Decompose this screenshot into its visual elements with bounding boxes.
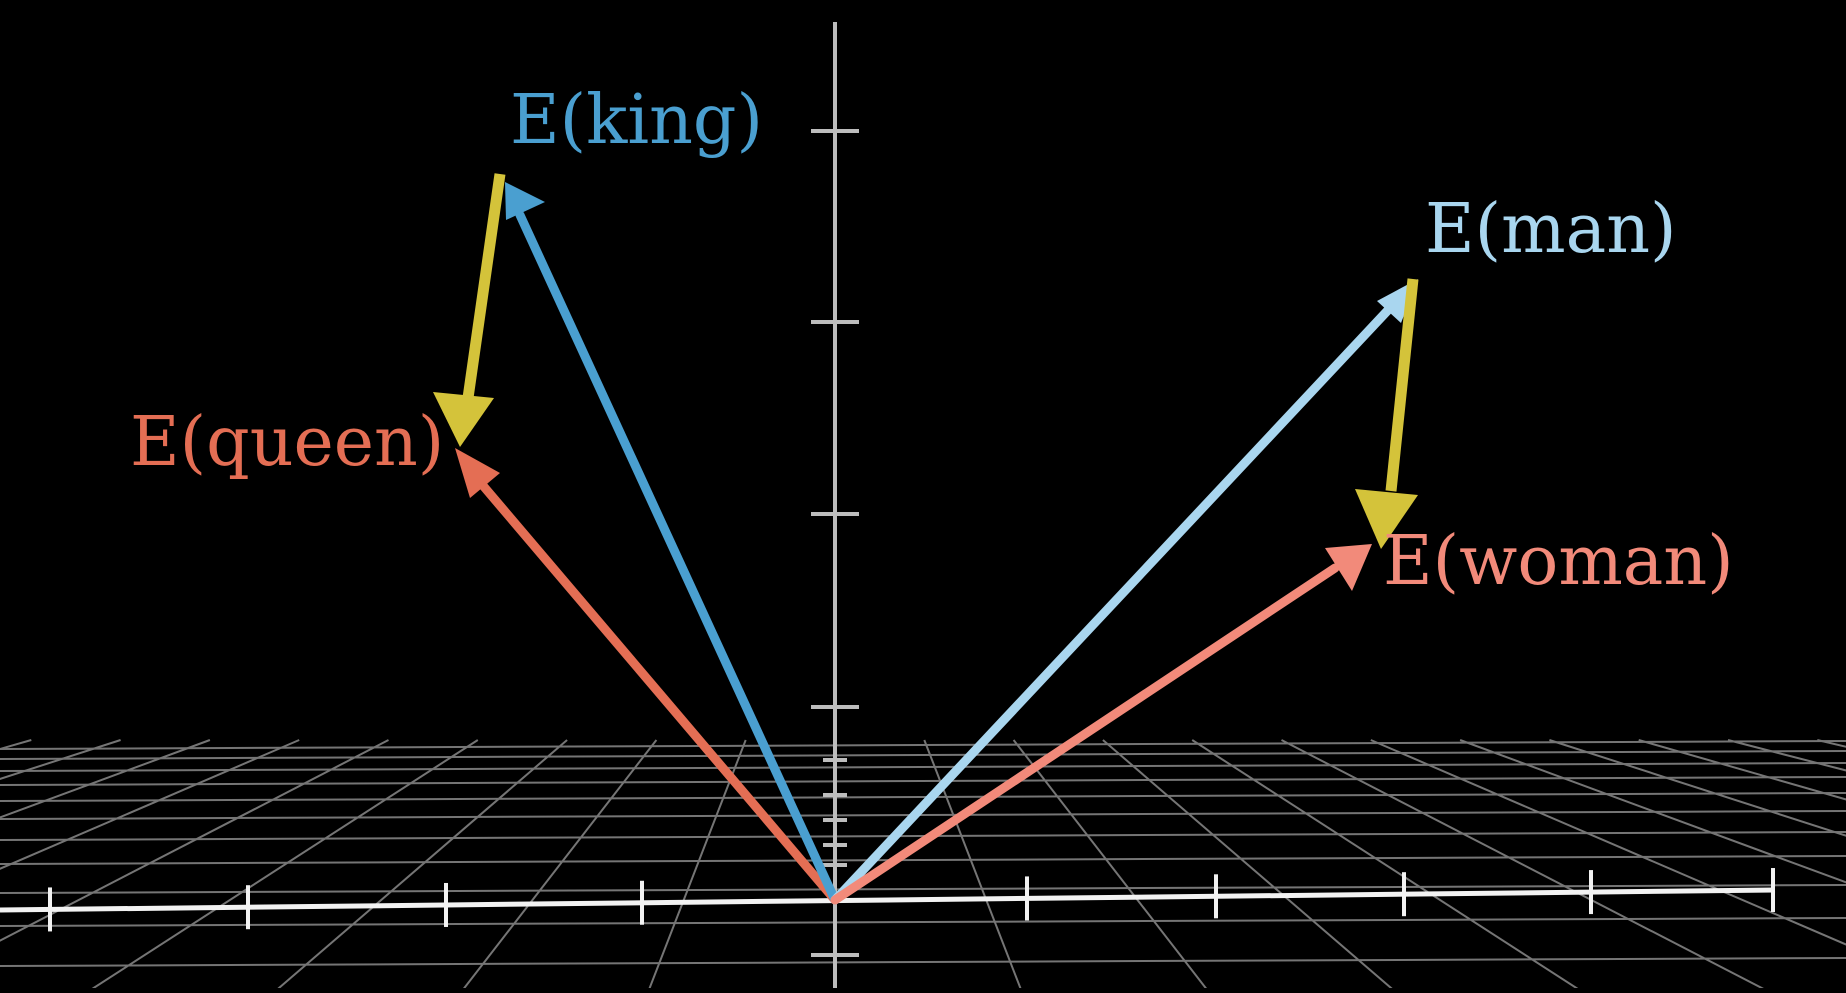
grid-line bbox=[0, 792, 1846, 802]
grid-line bbox=[1012, 739, 1207, 988]
grid-line bbox=[0, 739, 211, 819]
grid-line bbox=[0, 855, 1846, 865]
difference-vector-man-to-woman bbox=[1355, 278, 1419, 549]
grid-line bbox=[0, 776, 1846, 786]
grid-line bbox=[1459, 739, 1846, 884]
grid-line bbox=[0, 831, 1846, 841]
grid-line bbox=[1281, 739, 1764, 988]
grid-line bbox=[648, 739, 747, 988]
grid-line bbox=[463, 739, 658, 988]
vector-king-arrowhead bbox=[505, 182, 545, 220]
label-king: E(king) bbox=[510, 81, 763, 160]
grid-line bbox=[277, 739, 568, 988]
horizontal-axis bbox=[0, 868, 1776, 932]
difference-arrowhead-woman bbox=[1355, 489, 1418, 549]
grid-line bbox=[1191, 739, 1579, 988]
vector-woman-arrowhead bbox=[1325, 544, 1372, 591]
grid-line bbox=[1370, 739, 1846, 946]
grid-line bbox=[0, 740, 1846, 750]
vector-queen bbox=[455, 448, 840, 905]
grid-line bbox=[0, 810, 1846, 820]
label-man: E(man) bbox=[1425, 190, 1677, 269]
vertical-axis bbox=[811, 22, 859, 988]
grid-line bbox=[1638, 739, 1846, 801]
floor-grid bbox=[0, 739, 1846, 988]
vector-king bbox=[505, 182, 840, 905]
grid-line bbox=[0, 750, 1846, 760]
grid-line bbox=[0, 762, 1846, 772]
difference-vector-king-to-queen bbox=[433, 173, 506, 447]
vector-queen-arrowhead bbox=[455, 448, 500, 498]
grid-line bbox=[1102, 739, 1393, 988]
grid-line bbox=[1549, 739, 1846, 837]
grid-line bbox=[0, 884, 1846, 894]
vector-man bbox=[830, 279, 1418, 905]
vector-woman bbox=[830, 544, 1372, 905]
grid-line bbox=[0, 917, 1846, 927]
difference-arrowhead-queen bbox=[433, 392, 494, 447]
label-woman: E(woman) bbox=[1383, 522, 1734, 601]
label-queen: E(queen) bbox=[130, 403, 444, 482]
grid-line bbox=[0, 957, 1846, 967]
grid-line bbox=[923, 739, 1022, 988]
